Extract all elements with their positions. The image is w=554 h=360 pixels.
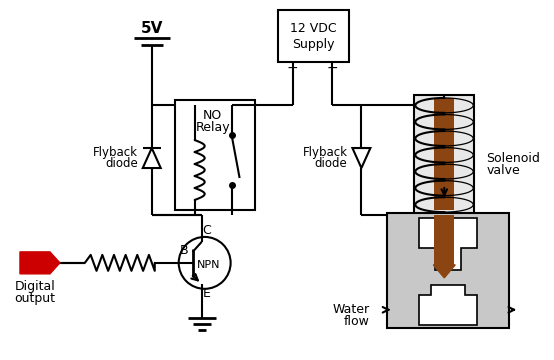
Polygon shape [20,252,60,274]
Text: Supply: Supply [293,38,335,51]
Text: Flyback: Flyback [302,145,347,158]
Polygon shape [352,148,371,168]
Text: B: B [179,244,188,257]
Text: diode: diode [315,157,347,170]
Polygon shape [143,148,161,168]
Bar [434,215,454,265]
Text: output: output [14,292,55,305]
Polygon shape [419,218,477,270]
Text: Digital: Digital [14,280,55,293]
Bar [414,95,474,215]
Text: Solenoid: Solenoid [486,152,540,165]
Text: diode: diode [105,157,138,170]
Text: NPN: NPN [197,260,220,270]
Text: 5V: 5V [141,21,163,36]
Text: −: − [327,61,338,75]
Polygon shape [433,265,455,278]
Text: C: C [202,224,211,237]
Polygon shape [419,285,477,325]
Bar [434,98,454,210]
Bar [387,213,509,328]
Text: 12 VDC: 12 VDC [290,22,337,35]
Text: NO: NO [203,109,222,122]
Bar [175,100,255,210]
Text: valve: valve [486,163,520,176]
Text: Flyback: Flyback [93,145,138,158]
Bar [278,10,350,62]
Text: +: + [287,61,299,75]
Text: flow: flow [343,315,370,328]
Text: E: E [203,287,211,300]
Text: Relay: Relay [196,121,230,134]
Text: Water: Water [332,303,370,316]
